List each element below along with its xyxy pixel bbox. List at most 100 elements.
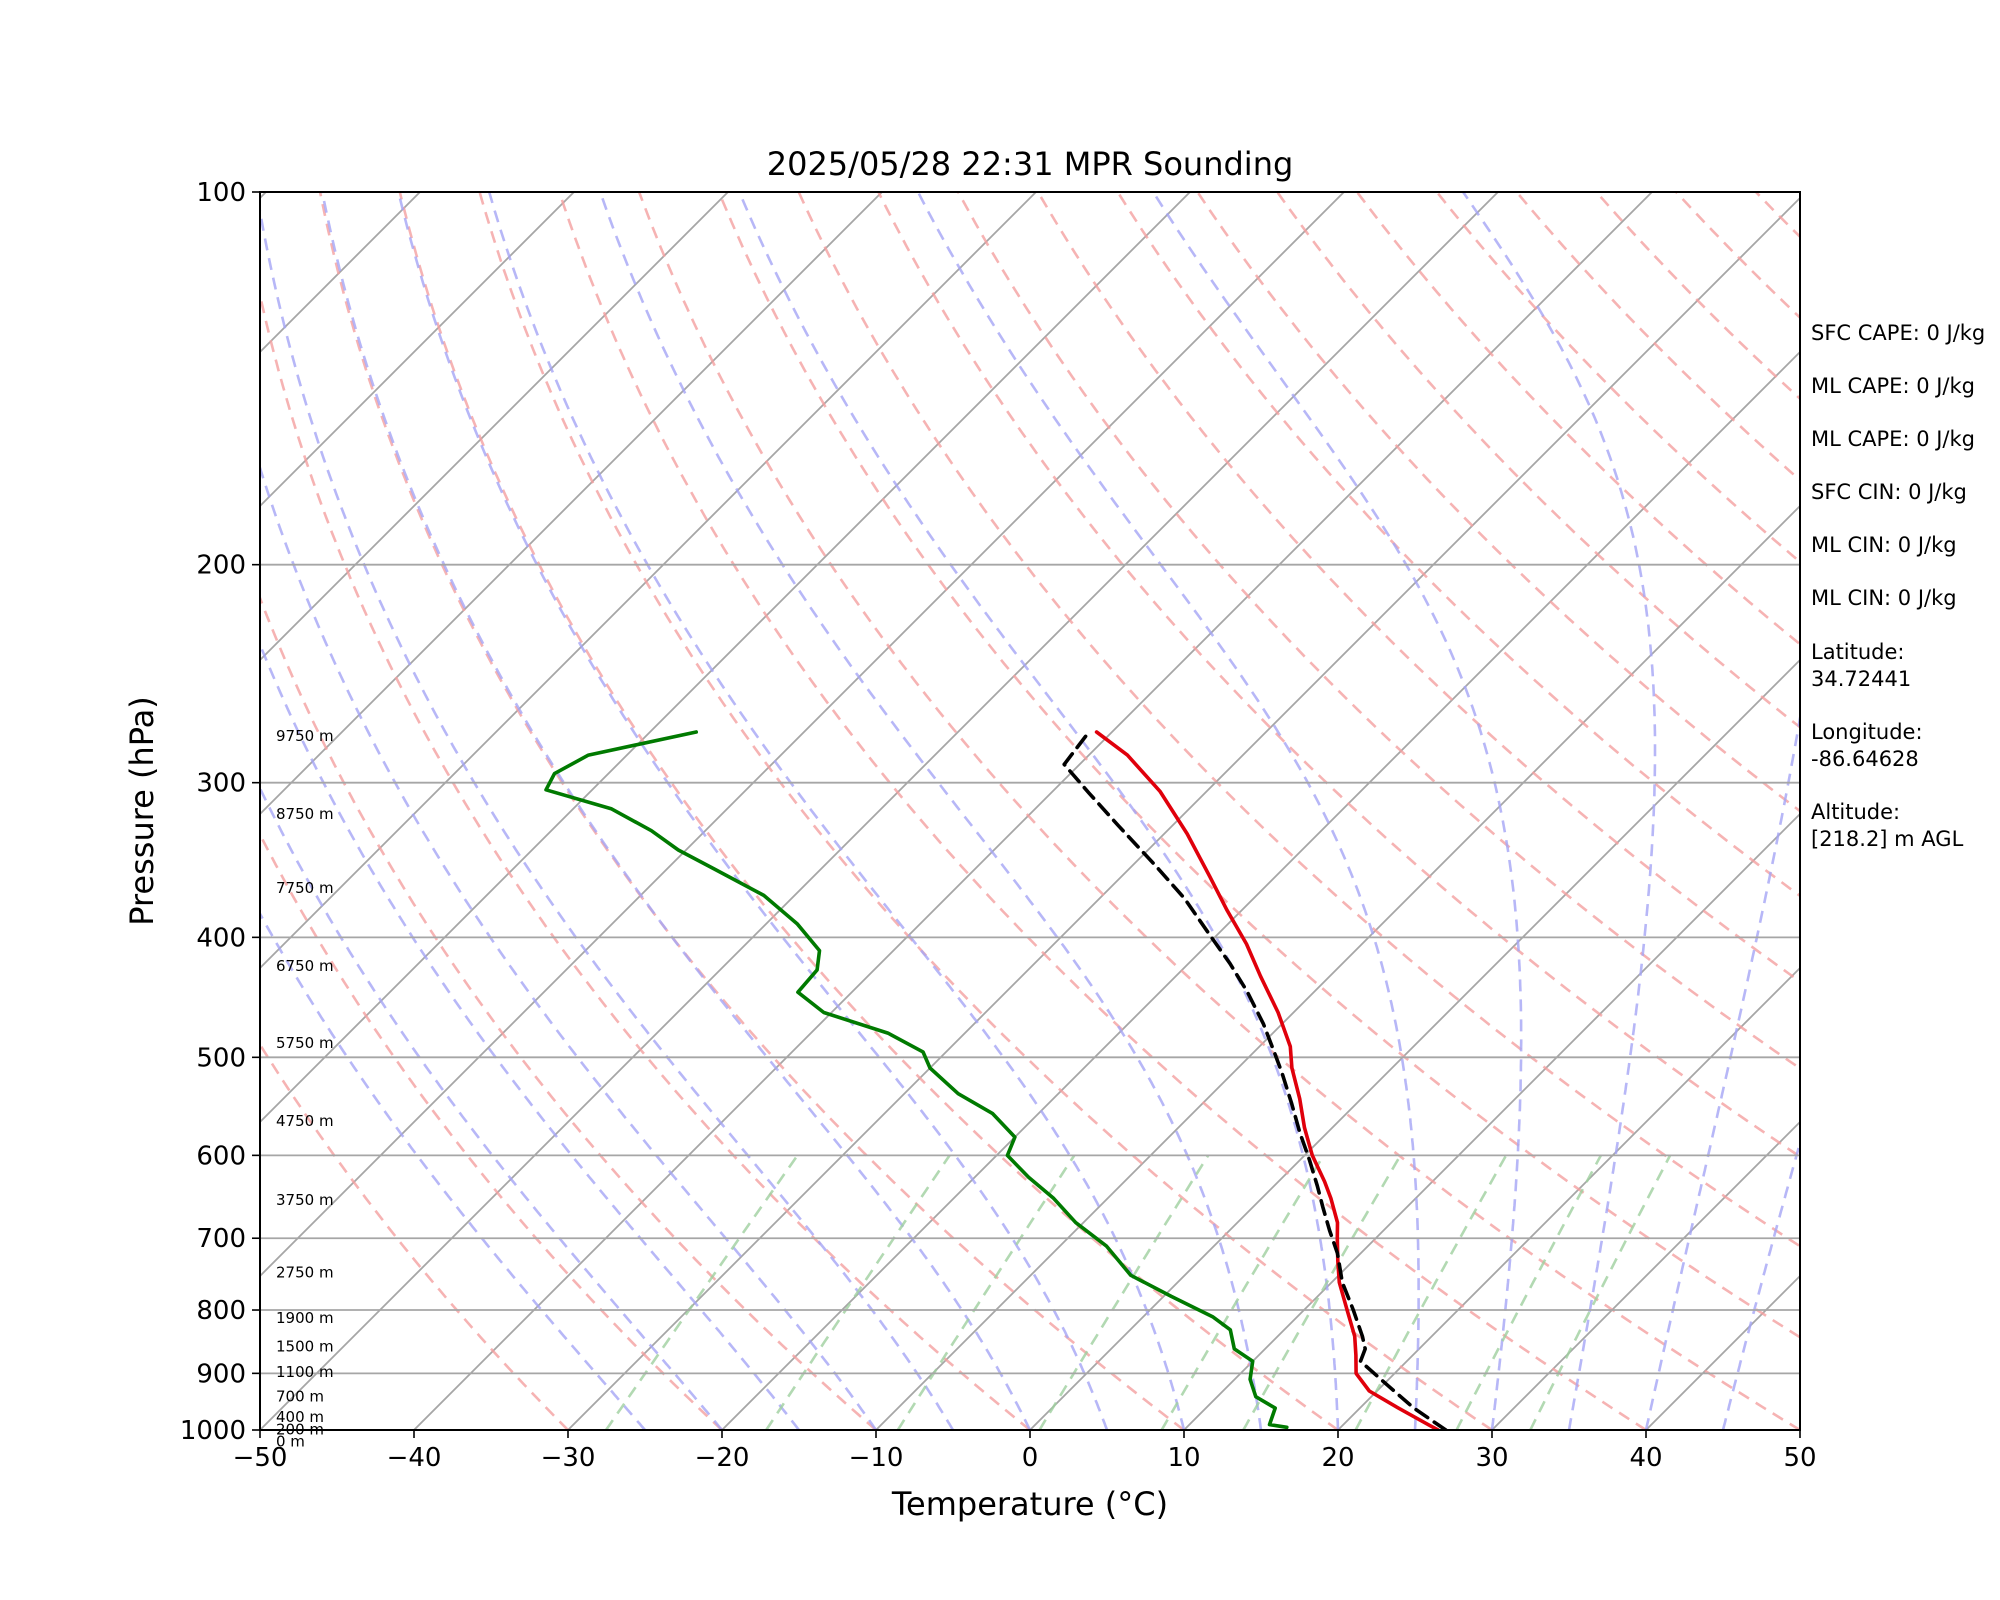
y-tick-label: 400 — [196, 923, 246, 953]
moist-adiabat-line — [260, 785, 723, 1430]
y-tick-label: 900 — [196, 1359, 246, 1389]
isotherm-line — [260, 192, 1499, 1430]
dry-adiabat-line — [398, 192, 1339, 1430]
y-tick-label: 100 — [196, 178, 246, 208]
info-panel-line: ML CIN: 0 J/kg — [1811, 533, 1957, 557]
y-tick-label: 600 — [196, 1141, 246, 1171]
dry-adiabat-line — [558, 192, 1647, 1430]
x-tick-label: 50 — [1783, 1443, 1816, 1473]
isotherm-line — [1029, 658, 1800, 1430]
background-reference-lines — [0, 192, 1800, 1430]
isotherm-line — [1183, 812, 1800, 1430]
sounding-profiles — [544, 730, 1448, 1430]
x-axis-label: Temperature (°C) — [891, 1485, 1168, 1523]
height-label: 9750 m — [276, 727, 334, 745]
isotherm-line — [875, 504, 1800, 1430]
mixing-ratio-line — [1529, 1154, 1672, 1430]
x-axis-ticks: −50 −40 −30 −20 −10 0 10 20 30 40 50 — [233, 1430, 1817, 1473]
isotherm-line — [0, 192, 112, 1430]
dry-adiabat-line — [877, 192, 1800, 1159]
moist-adiabat-line — [738, 192, 1340, 1430]
temperature-profile-line — [1094, 730, 1440, 1430]
y-tick-label: 500 — [196, 1043, 246, 1073]
mixing-ratio-line — [1038, 1154, 1210, 1430]
isotherm-line — [721, 350, 1800, 1430]
dry-adiabat-line — [260, 831, 723, 1430]
x-tick-label: 30 — [1475, 1443, 1508, 1473]
info-panel-line: ML CAPE: 0 J/kg — [1811, 374, 1975, 398]
y-tick-label: 700 — [196, 1224, 246, 1254]
info-panel-line: Longitude: — [1811, 720, 1923, 744]
info-panel-line: 34.72441 — [1811, 667, 1911, 691]
dry-adiabat-line — [318, 192, 1185, 1430]
info-panel-line: ML CAPE: 0 J/kg — [1811, 427, 1975, 451]
moist-adiabat-line — [1152, 192, 1523, 1430]
isotherm-line — [260, 192, 729, 662]
height-label: 0 m — [276, 1433, 305, 1451]
height-label: 1100 m — [276, 1363, 334, 1381]
dry-adiabat-line — [478, 192, 1493, 1430]
x-tick-label: −50 — [233, 1443, 288, 1473]
height-label: 1900 m — [276, 1309, 334, 1327]
height-label: 6750 m — [276, 957, 334, 975]
isotherm-line — [567, 196, 1800, 1430]
height-label: 8750 m — [276, 805, 334, 823]
info-panel-line: SFC CIN: 0 J/kg — [1811, 480, 1967, 504]
x-tick-label: −10 — [849, 1443, 904, 1473]
dry-adiabat-line — [1276, 192, 1800, 729]
dry-adiabat-line — [1036, 192, 1800, 984]
moist-adiabat-line — [487, 192, 1186, 1430]
chart-title: 2025/05/28 22:31 MPR Sounding — [767, 145, 1294, 183]
x-tick-label: 20 — [1321, 1443, 1354, 1473]
height-label: 5750 m — [276, 1034, 334, 1052]
mixing-ratio-line — [1455, 1154, 1603, 1430]
moist-adiabat-line — [598, 192, 1263, 1430]
moist-adiabat-line — [1644, 710, 1800, 1430]
y-axis-ticks: 100 200 300 400 500 600 700 800 900 1000 — [180, 178, 260, 1446]
x-tick-label: 40 — [1629, 1443, 1662, 1473]
info-panel-line: [218.2] m AGL — [1811, 827, 1964, 851]
isotherm-line — [260, 192, 1345, 1278]
isotherm-line — [260, 192, 1191, 1124]
dry-adiabat-line — [260, 289, 1031, 1430]
y-axis-label: Pressure (hPa) — [123, 696, 161, 926]
moist-adiabat-line — [1462, 192, 1657, 1430]
moist-adiabat-line — [260, 204, 955, 1430]
mixing-ratio-line — [1160, 1154, 1325, 1430]
isotherm-line — [260, 192, 1037, 970]
x-tick-label: −40 — [387, 1443, 442, 1473]
mixing-ratio-line — [1242, 1154, 1402, 1430]
isotherm-line — [260, 192, 575, 508]
moist-adiabat-line — [916, 192, 1420, 1430]
dry-adiabat-line — [637, 192, 1800, 1430]
plot-frame — [259, 191, 1801, 1431]
mixing-ratio-line — [1354, 1154, 1508, 1430]
x-tick-label: 10 — [1167, 1443, 1200, 1473]
height-label: 7750 m — [276, 879, 334, 897]
height-label: 400 m — [276, 1408, 324, 1426]
height-label: 4750 m — [276, 1112, 334, 1130]
height-label: 3750 m — [276, 1191, 334, 1209]
info-panel-line: -86.64628 — [1811, 747, 1919, 771]
moist-adiabat-line — [260, 463, 878, 1430]
info-panel-line: Altitude: — [1811, 800, 1900, 824]
isotherm-line — [413, 192, 1653, 1430]
info-panel-line: Latitude: — [1811, 640, 1905, 664]
moist-adiabat-line — [397, 192, 1109, 1430]
y-tick-label: 300 — [196, 769, 246, 799]
info-panel-line: SFC CAPE: 0 J/kg — [1811, 321, 1985, 345]
x-tick-label: −30 — [541, 1443, 596, 1473]
dewpoint-profile-line — [544, 730, 1289, 1430]
y-tick-label: 1000 — [180, 1416, 246, 1446]
x-tick-label: −20 — [695, 1443, 750, 1473]
dry-adiabat-line — [797, 192, 1800, 1248]
height-label: 700 m — [276, 1388, 324, 1406]
height-labels: 9750 m 8750 m 7750 m 6750 m 5750 m 4750 m 3750… — [276, 727, 334, 1451]
sounding-info-panel: SFC CAPE: 0 J/kg ML CAPE: 0 J/kg ML CAPE: … — [1811, 321, 1985, 851]
moist-adiabat-line — [1721, 1137, 1800, 1430]
dry-adiabat-line — [1355, 192, 1800, 646]
isotherm-line — [1337, 966, 1800, 1430]
moist-adiabat-line — [320, 192, 1032, 1430]
dry-adiabat-line — [260, 594, 877, 1430]
